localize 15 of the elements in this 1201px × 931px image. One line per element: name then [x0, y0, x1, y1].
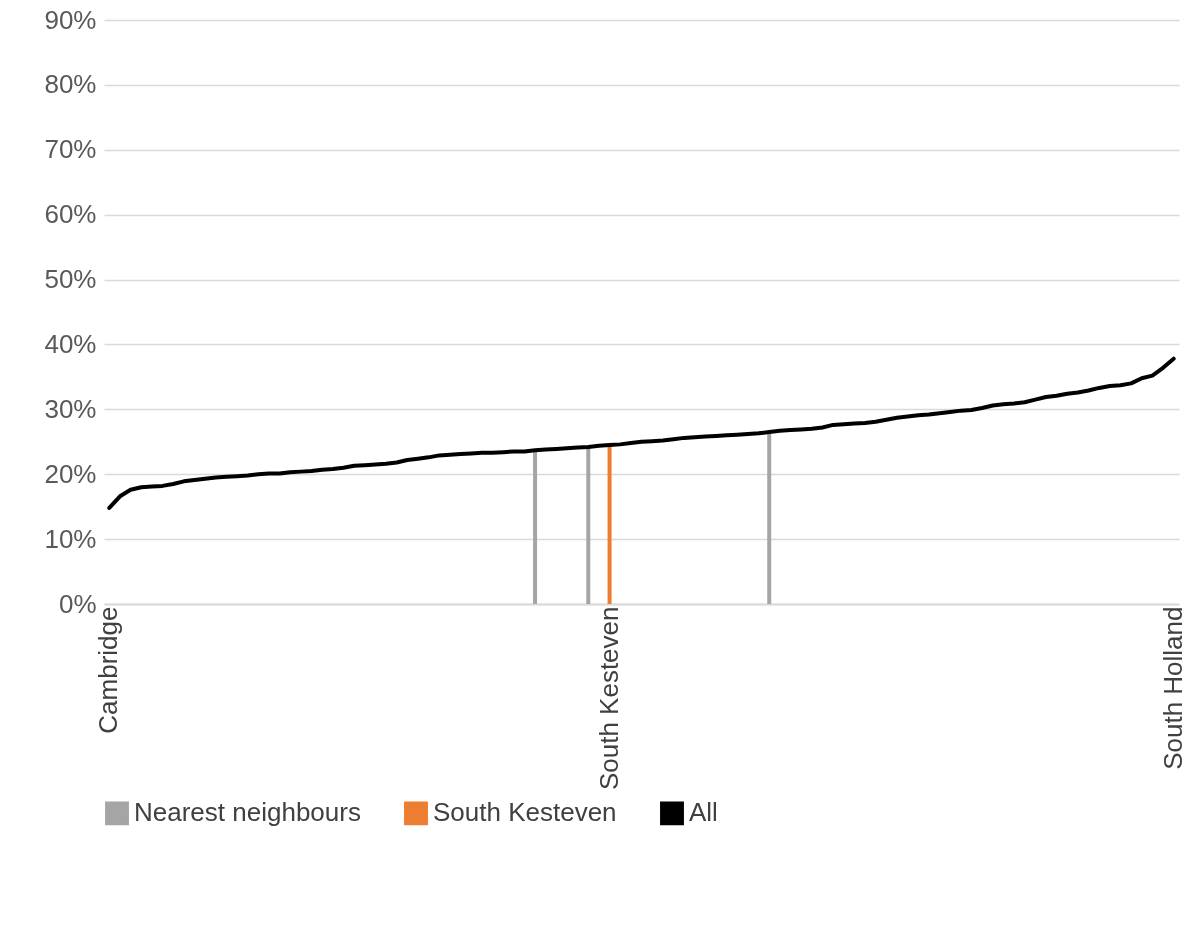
- y-tick-label: 80%: [44, 69, 97, 100]
- legend-label: South Kesteven: [433, 797, 617, 828]
- y-tick-label: 40%: [44, 328, 97, 359]
- y-tick-label: 20%: [44, 458, 97, 489]
- y-tick-label: 30%: [44, 393, 97, 424]
- y-tick-label: 50%: [44, 264, 97, 295]
- x-tick-label: South Holland: [1157, 606, 1188, 770]
- y-tick-label: 90%: [44, 4, 97, 35]
- y-tick-label: 70%: [44, 134, 97, 165]
- line-series: [107, 356, 1176, 510]
- legend-label: Nearest neighbours: [134, 797, 361, 828]
- y-tick-label: 10%: [44, 523, 97, 554]
- y-tick-label: 60%: [44, 199, 97, 230]
- legend-label: All: [689, 797, 718, 828]
- x-tick-label: South Kesteven: [593, 606, 624, 791]
